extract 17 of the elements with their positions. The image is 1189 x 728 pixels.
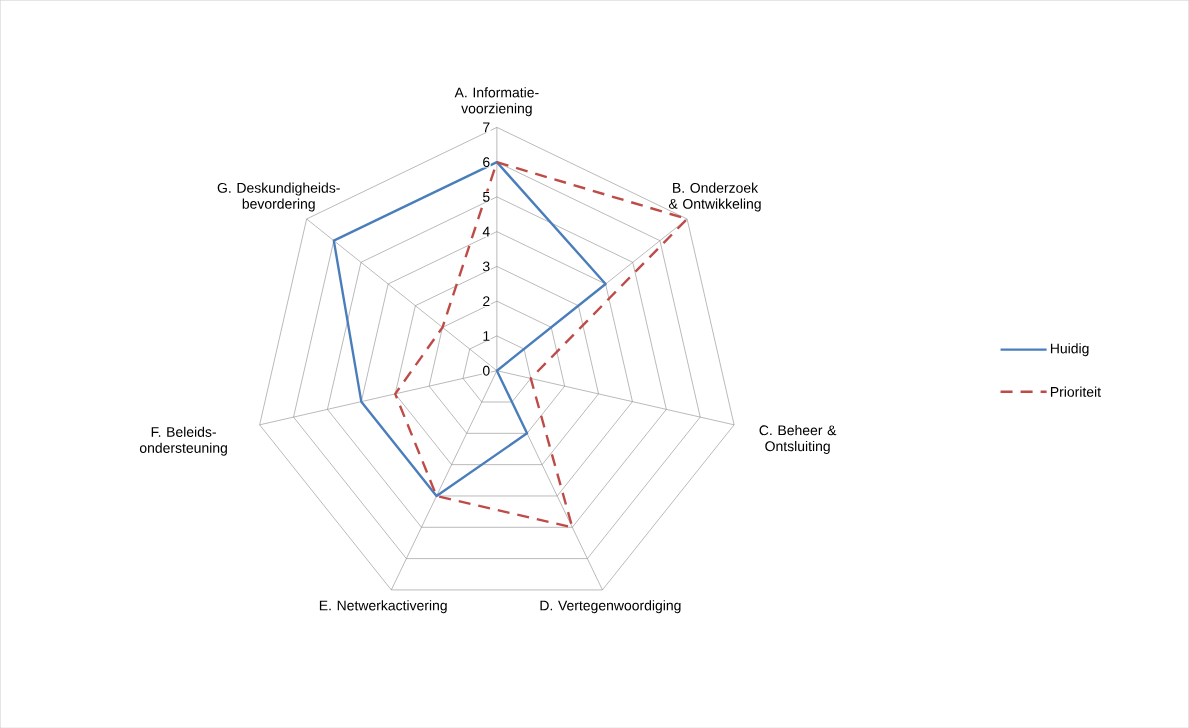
spoke-label: D. Vertegenwoordiging bbox=[540, 599, 681, 613]
spoke-label: F. Beleids-ondersteuning bbox=[139, 426, 227, 456]
spoke-label: A. Informatie-voorziening bbox=[454, 86, 539, 116]
y-tick-label: 0 bbox=[482, 365, 490, 376]
spoke-label: G. Deskundigheids-bevordering bbox=[217, 182, 340, 212]
legend-label: Huidig bbox=[1050, 342, 1089, 356]
y-tick-label: 5 bbox=[482, 191, 490, 202]
spoke-label: B. Onderzoek & Ontwikkeling bbox=[668, 182, 761, 212]
y-tick-label: 1 bbox=[483, 330, 490, 341]
y-tick-label: 4 bbox=[482, 226, 490, 237]
legend-label: Prioriteit bbox=[1050, 386, 1101, 397]
y-tick-label: 6 bbox=[483, 156, 490, 167]
spoke-label: C. Beheer & Ontsluiting bbox=[759, 424, 837, 454]
y-tick-label: 7 bbox=[483, 122, 490, 132]
spoke-label: E. Netwerkactivering bbox=[319, 599, 447, 613]
y-tick-label: 3 bbox=[482, 261, 490, 272]
y-tick-label: 2 bbox=[483, 296, 490, 306]
